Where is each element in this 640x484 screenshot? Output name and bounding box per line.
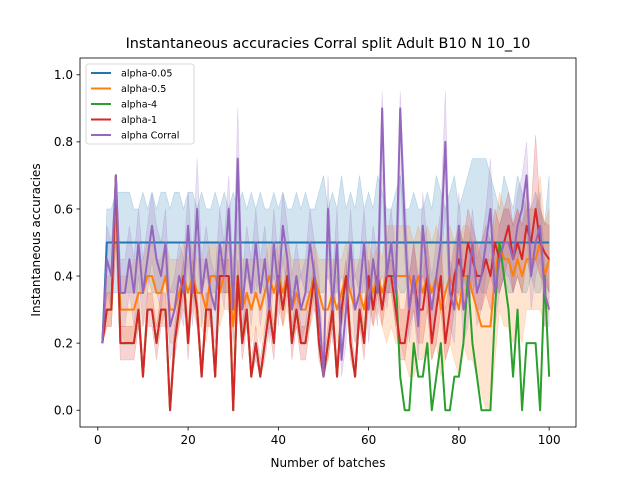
y-tick-label: 0.6 xyxy=(54,202,73,216)
x-tick-label: 60 xyxy=(361,433,376,447)
x-axis-label: Number of batches xyxy=(271,456,386,470)
series-lines xyxy=(101,107,551,412)
legend: alpha-0.05 alpha-0.5 alpha-4 alpha-1 alpha C… xyxy=(85,63,195,145)
legend-label: alpha-1 xyxy=(121,115,157,126)
x-tick-label: 20 xyxy=(180,433,195,447)
x-tick-label: 100 xyxy=(538,433,561,447)
x-tick-label: 0 xyxy=(94,433,102,447)
y-tick-label: 1.0 xyxy=(54,68,73,82)
y-tick-label: 0.0 xyxy=(54,404,73,418)
legend-box xyxy=(85,63,195,145)
chart-title: Instantaneous accuracies Corral split Ad… xyxy=(126,36,531,52)
legend-label: alpha-0.5 xyxy=(121,84,166,95)
line-series-5 xyxy=(101,107,551,378)
y-tick-label: 0.4 xyxy=(54,269,73,283)
axes: 0 20 40 60 80 100 0.0 0.2 0.4 0.6 0.8 1.0 xyxy=(54,57,577,447)
plot-frame xyxy=(79,57,577,428)
y-tick-label: 0.8 xyxy=(54,135,73,149)
legend-label: alpha-0.05 xyxy=(121,69,172,80)
legend-label: alpha-4 xyxy=(121,100,157,111)
legend-label: alpha Corral xyxy=(121,131,179,142)
y-tick-label: 0.2 xyxy=(54,336,73,350)
line-series-1 xyxy=(101,241,550,344)
x-tick-label: 80 xyxy=(451,433,466,447)
y-axis-label: Instantaneous accuracies xyxy=(29,163,43,316)
x-tick-label: 40 xyxy=(271,433,286,447)
